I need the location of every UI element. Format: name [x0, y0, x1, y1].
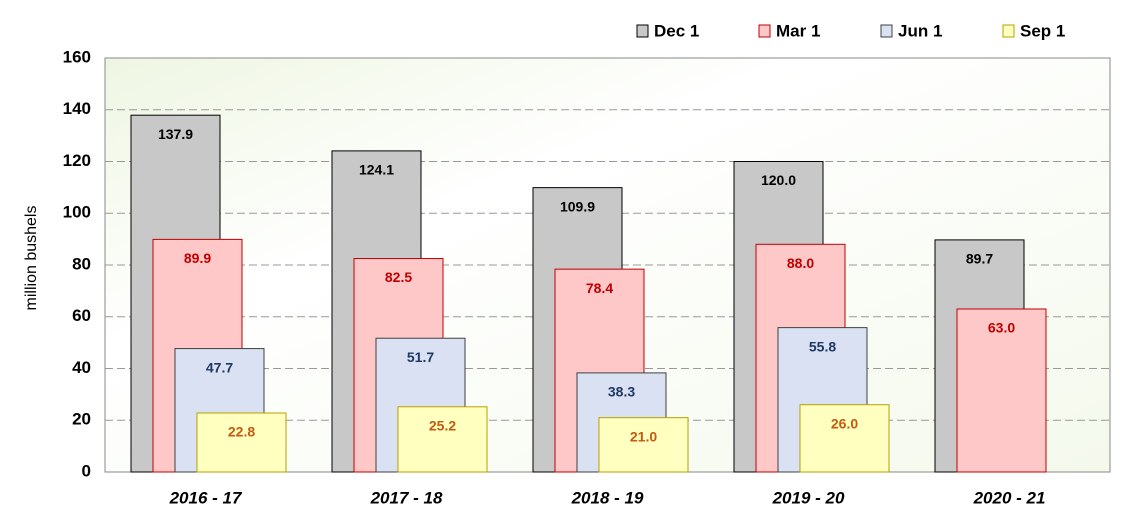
value-label: 89.9 — [184, 250, 211, 266]
y-tick-label: 20 — [72, 410, 91, 429]
value-label: 21.0 — [630, 428, 657, 444]
value-label: 78.4 — [586, 280, 613, 296]
value-label: 124.1 — [359, 162, 394, 178]
value-label: 25.2 — [429, 417, 456, 433]
bar — [956, 308, 1047, 473]
value-label: 55.8 — [809, 338, 836, 354]
value-label: 22.8 — [228, 424, 255, 440]
y-tick-label: 0 — [82, 461, 91, 480]
value-label: 47.7 — [206, 359, 233, 375]
value-label: 82.5 — [385, 269, 412, 285]
value-label: 26.0 — [831, 415, 858, 431]
x-tick-label: 2018 - 19 — [571, 488, 644, 507]
y-tick-label: 40 — [72, 358, 91, 377]
x-tick-label: 2020 - 21 — [973, 488, 1046, 507]
value-label: 38.3 — [608, 384, 635, 400]
y-tick-label: 120 — [63, 151, 91, 170]
y-tick-label: 60 — [72, 306, 91, 325]
bar — [196, 412, 287, 473]
legend-swatch — [1002, 24, 1015, 38]
value-label: 63.0 — [988, 320, 1015, 336]
legend-label: Mar 1 — [776, 21, 820, 40]
y-tick-label: 80 — [72, 254, 91, 273]
value-label: 109.9 — [560, 198, 595, 214]
legend-label: Jun 1 — [898, 21, 942, 40]
bar — [799, 404, 890, 473]
legend-swatch — [758, 24, 771, 38]
x-tick-label: 2016 - 17 — [169, 488, 243, 507]
value-label: 89.7 — [966, 251, 993, 267]
legend-label: Sep 1 — [1020, 21, 1065, 40]
bar — [397, 406, 488, 473]
legend-swatch — [636, 24, 649, 38]
legend-swatch — [880, 24, 893, 38]
y-tick-label: 140 — [63, 99, 91, 118]
x-tick-label: 2017 - 18 — [370, 488, 443, 507]
value-label: 88.0 — [787, 255, 814, 271]
y-tick-label: 160 — [63, 47, 91, 66]
x-tick-label: 2019 - 20 — [772, 488, 845, 507]
bar — [598, 417, 689, 473]
legend-label: Dec 1 — [654, 21, 699, 40]
value-label: 137.9 — [158, 126, 193, 142]
y-axis-label: million bushels — [23, 206, 40, 311]
value-label: 120.0 — [761, 172, 796, 188]
y-tick-label: 100 — [63, 203, 91, 222]
value-label: 51.7 — [407, 349, 434, 365]
